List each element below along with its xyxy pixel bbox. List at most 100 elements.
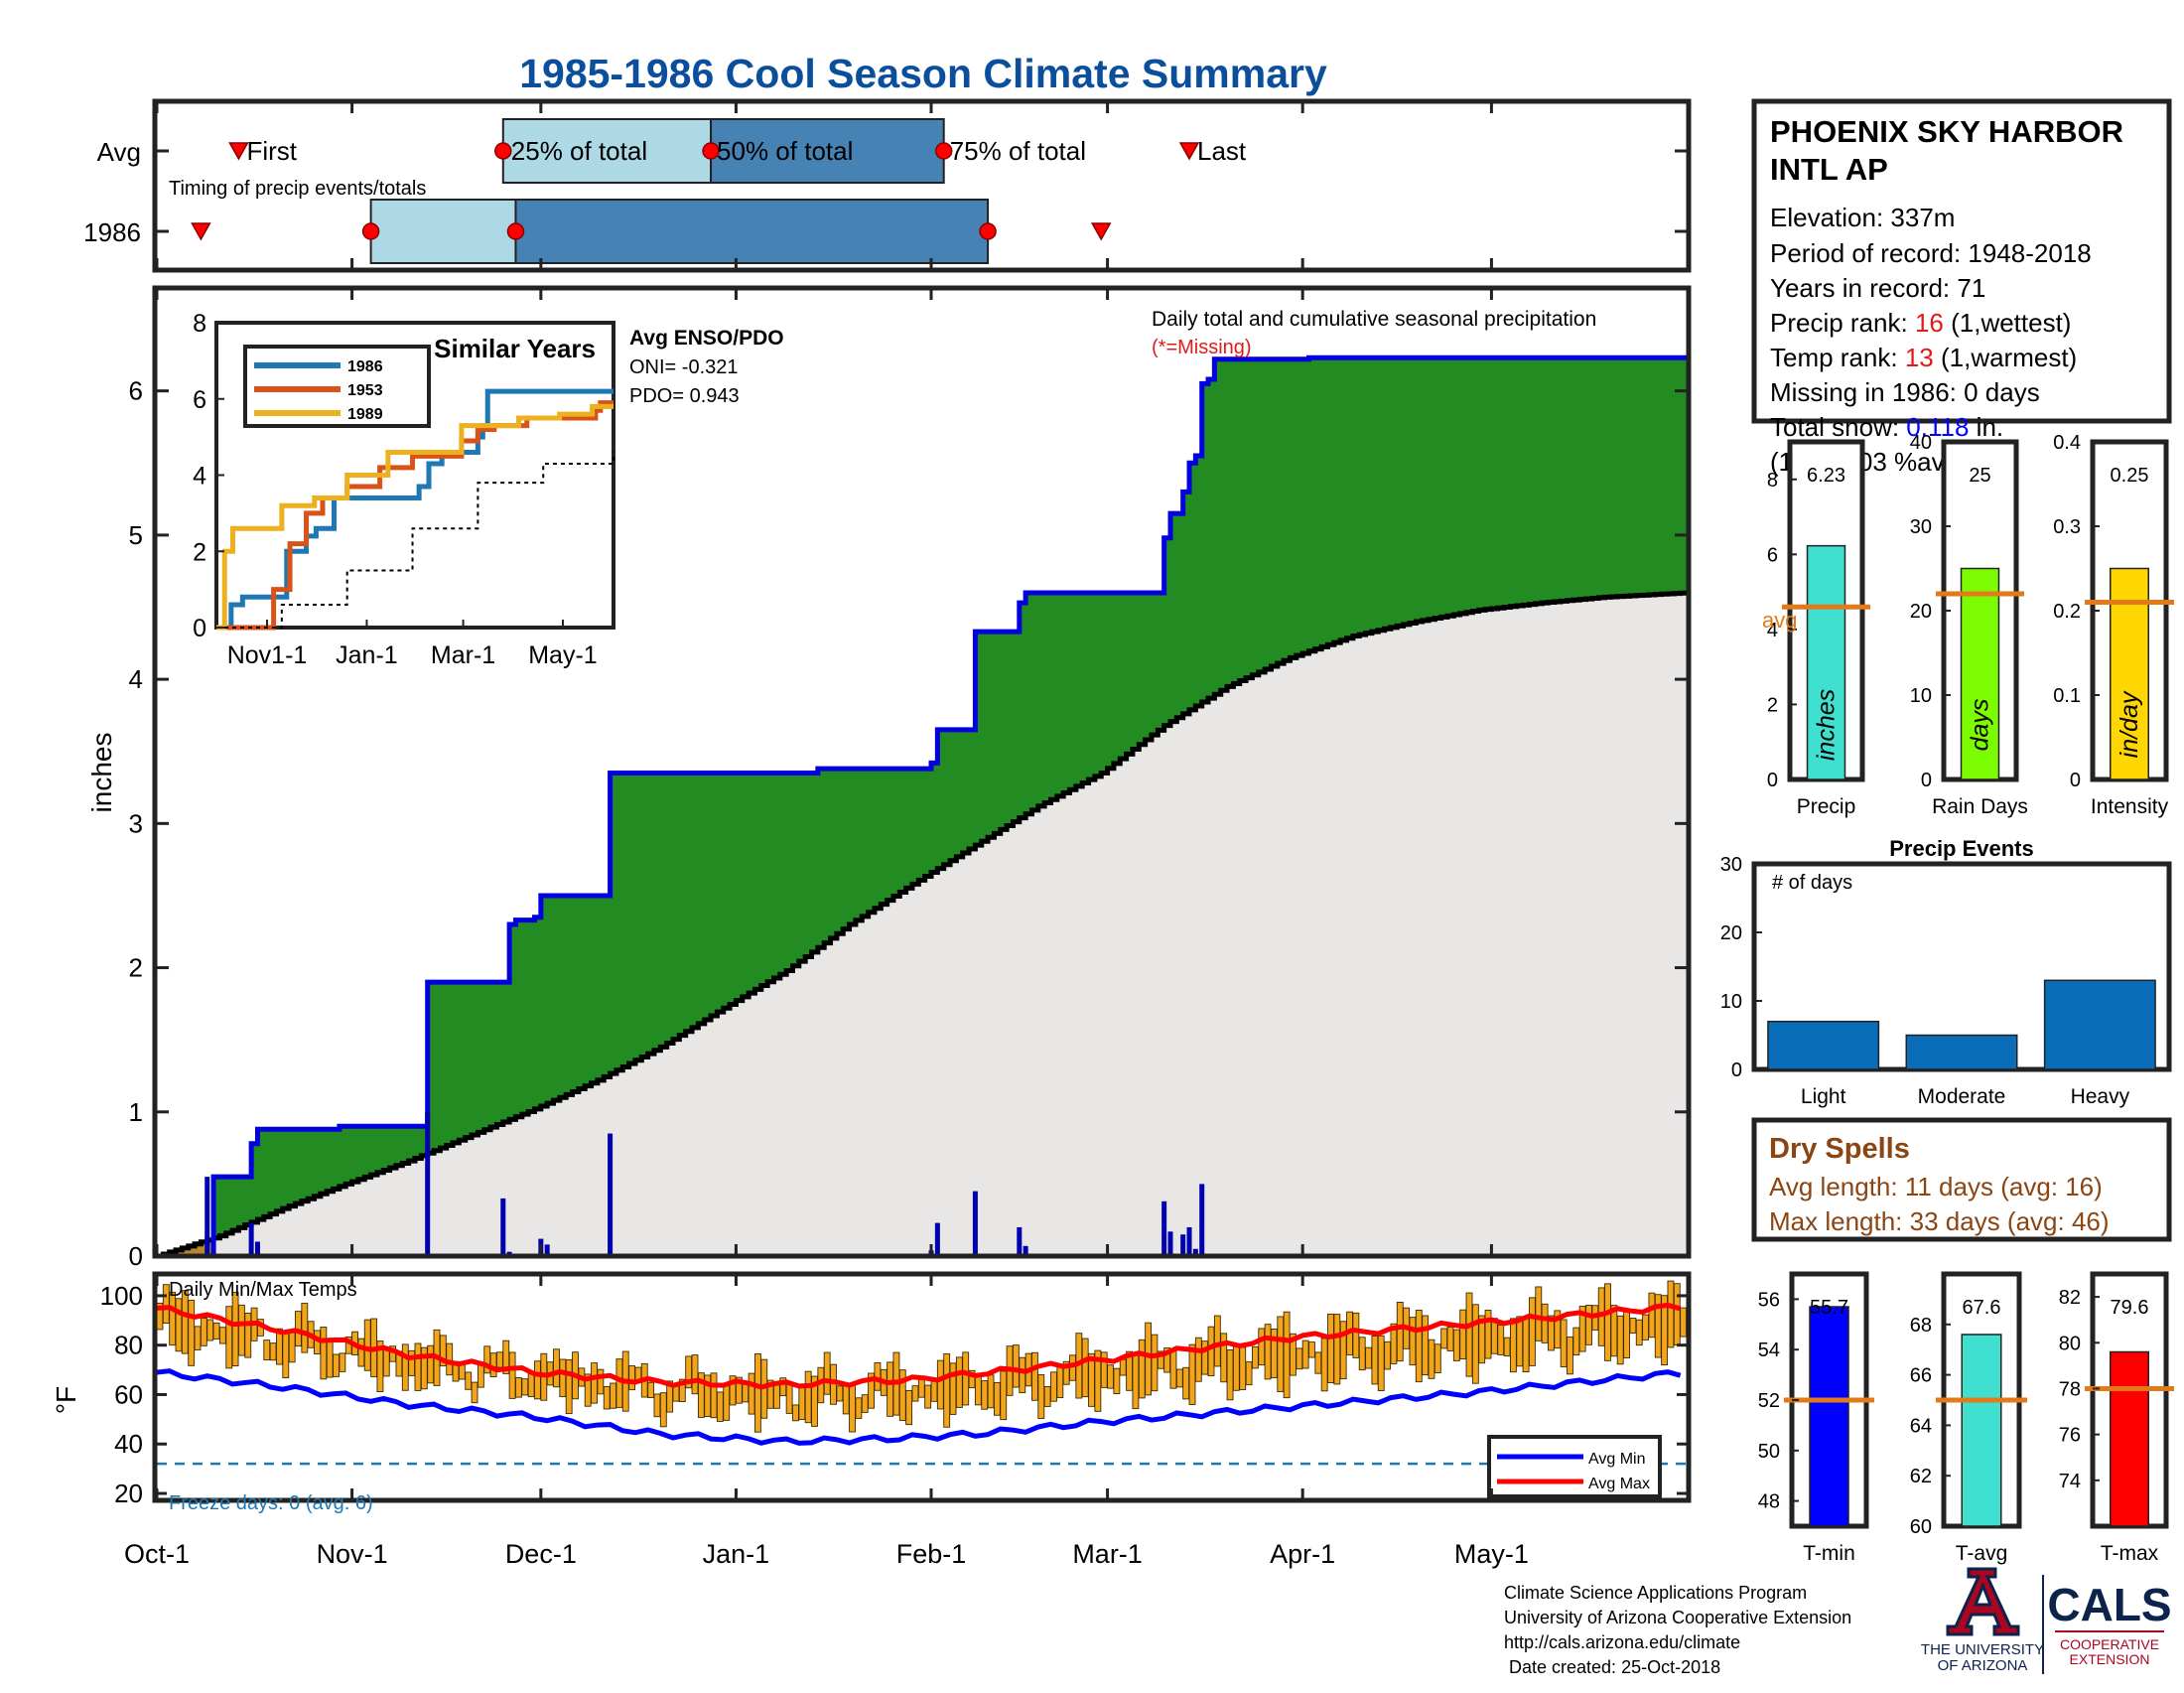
daily-temp-bar bbox=[565, 1358, 573, 1415]
timing-50-75-box bbox=[514, 199, 990, 264]
season-1-y-tick-label: 30 bbox=[1910, 516, 1932, 538]
daily-temp-bar bbox=[1428, 1339, 1435, 1379]
station-info-box: PHOENIX SKY HARBOR INTL AP Elevation: 33… bbox=[1751, 98, 2172, 477]
cals-logo-text: CALS bbox=[2047, 1579, 2171, 1630]
daily-temp-bar bbox=[414, 1342, 422, 1391]
season-0-y-tick-label: 4 bbox=[1767, 620, 1778, 641]
timing-25-50-box bbox=[369, 199, 517, 264]
dry-spells-title: Dry Spells bbox=[1769, 1133, 1910, 1165]
inset-legend-label: 1986 bbox=[347, 358, 383, 375]
daily-temp-bar bbox=[1623, 1309, 1630, 1358]
temp-y-tick-label: 100 bbox=[100, 1281, 143, 1311]
daily-temp-bar bbox=[1182, 1366, 1190, 1400]
daily-temp-bar bbox=[188, 1299, 196, 1366]
daily-temp-bar bbox=[943, 1352, 951, 1428]
precip-y-tick-label: 3 bbox=[129, 808, 143, 838]
daily-temp-bar bbox=[987, 1374, 995, 1409]
temp-2-y-tick-label: 76 bbox=[2059, 1425, 2081, 1447]
daily-temp-bar bbox=[1409, 1317, 1417, 1366]
similar-year-line-avg bbox=[216, 452, 614, 629]
timing-label-p75: 75% of total bbox=[950, 136, 1086, 166]
daily-temp-bar bbox=[1207, 1326, 1215, 1376]
daily-temp-bar bbox=[269, 1342, 277, 1361]
enso-pdo: PDO= 0.943 bbox=[629, 385, 740, 407]
events-bar-heavy bbox=[2043, 979, 2156, 1070]
season-0-value-label: 6.23 bbox=[1807, 465, 1845, 487]
legend-avg-min: Avg Min bbox=[1588, 1451, 1646, 1468]
precip-average-line bbox=[157, 590, 1690, 1259]
daily-temp-bar bbox=[1175, 1368, 1183, 1388]
events-y-tick-label: 0 bbox=[1731, 1059, 1742, 1081]
footer-date: Date created: 25-Oct-2018 bbox=[1504, 1657, 1720, 1677]
freeze-label: Freeze days: 0 (avg. 6) bbox=[169, 1492, 373, 1514]
daily-temp-bar bbox=[357, 1338, 365, 1367]
daily-temp-bar bbox=[1251, 1345, 1259, 1369]
season-1-value-label: 25 bbox=[1969, 465, 1990, 487]
daily-temp-bar bbox=[981, 1380, 989, 1410]
season-0-y-tick-label: 8 bbox=[1767, 470, 1778, 492]
daily-temp-bar bbox=[591, 1362, 598, 1404]
daily-temp-bar bbox=[647, 1381, 655, 1398]
season-1-y-tick-label: 40 bbox=[1910, 432, 1932, 454]
season-2-y-tick-label: 0 bbox=[2070, 770, 2081, 791]
daily-temp-bar bbox=[1301, 1340, 1309, 1369]
daily-temp-bar bbox=[792, 1404, 799, 1422]
daily-temp-bar bbox=[1433, 1343, 1441, 1373]
daily-temp-bar bbox=[1446, 1326, 1454, 1351]
month-label: Jan-1 bbox=[703, 1539, 770, 1569]
temp-2-y-tick-label: 80 bbox=[2059, 1333, 2081, 1354]
daily-temp-bar bbox=[244, 1313, 252, 1358]
season-2-y-tick-label: 0.4 bbox=[2053, 432, 2081, 454]
ua-name-line1: THE UNIVERSITY bbox=[1921, 1641, 2044, 1658]
season-1-unit-label: days bbox=[1967, 699, 1994, 752]
daily-temp-bar bbox=[1132, 1354, 1140, 1410]
season-totals-bars: 0 2 4 6 8 6.23 inches Precip 0 10 20 30 40 25 days Rain… bbox=[1762, 432, 2174, 818]
daily-temp-bar bbox=[974, 1374, 982, 1406]
inset-y-tick-label: 4 bbox=[193, 463, 206, 491]
daily-temp-bar bbox=[962, 1351, 970, 1406]
daily-temp-bar bbox=[237, 1304, 245, 1356]
daily-precip-bar bbox=[500, 1198, 506, 1256]
daily-temp-bar bbox=[1567, 1337, 1573, 1375]
inset-y-tick-label: 6 bbox=[193, 386, 206, 414]
daily-temp-bar bbox=[206, 1319, 214, 1341]
ua-name-line2: OF ARIZONA bbox=[1938, 1657, 2028, 1674]
daily-temp-bar bbox=[553, 1348, 560, 1388]
temp-2-bar bbox=[2110, 1350, 2149, 1527]
daily-temp-bar bbox=[1560, 1319, 1568, 1368]
events-bar-light bbox=[1767, 1020, 1880, 1070]
daily-temp-bar bbox=[363, 1319, 371, 1371]
daily-temp-bar bbox=[471, 1381, 478, 1404]
events-y-tick-label: 20 bbox=[1720, 922, 1742, 944]
inset-x-tick-label: Jan-1 bbox=[336, 641, 398, 669]
daily-temp-bar bbox=[508, 1351, 516, 1399]
season-1-y-tick-label: 10 bbox=[1910, 685, 1932, 707]
daily-temp-bar bbox=[798, 1383, 806, 1421]
inset-x-tick-label: Nov1-1 bbox=[227, 641, 308, 669]
similar-year-line-1989 bbox=[216, 403, 614, 631]
daily-temp-bar bbox=[333, 1353, 340, 1377]
daily-temp-bar bbox=[1604, 1283, 1611, 1361]
timing-last-marker bbox=[1178, 142, 1200, 161]
enso-oni: ONI= -0.321 bbox=[629, 356, 739, 378]
avg-max-temp-line bbox=[156, 1302, 1682, 1390]
temp-2-x-label: T-max bbox=[2101, 1542, 2159, 1565]
month-label: Dec-1 bbox=[505, 1539, 577, 1569]
season-0-y-tick-label: 6 bbox=[1767, 544, 1778, 566]
daily-temp-bar bbox=[1031, 1351, 1038, 1401]
daily-temp-bar bbox=[1169, 1349, 1177, 1389]
daily-temp-bar bbox=[1422, 1315, 1430, 1376]
precip-y-tick-label: 2 bbox=[129, 953, 143, 983]
precip-1986-line bbox=[157, 354, 1687, 1259]
timing-first-marker bbox=[228, 142, 249, 161]
daily-temp-bar bbox=[936, 1359, 944, 1410]
season-2-y-tick-label: 0.2 bbox=[2053, 601, 2081, 623]
daily-precip-bar bbox=[1186, 1226, 1192, 1256]
daily-temp-bar bbox=[887, 1361, 894, 1417]
events-x-label: Moderate bbox=[1918, 1085, 2006, 1108]
daily-temp-bar bbox=[861, 1394, 869, 1413]
inset-title: Similar Years bbox=[434, 334, 596, 363]
month-axis: Oct-1 Nov-1 Dec-1 Jan-1 Feb-1 Mar-1 Apr-1 May-1 bbox=[124, 101, 1529, 1569]
temp-0-y-tick-label: 52 bbox=[1758, 1390, 1780, 1412]
legend-avg-max: Avg Max bbox=[1588, 1476, 1650, 1492]
